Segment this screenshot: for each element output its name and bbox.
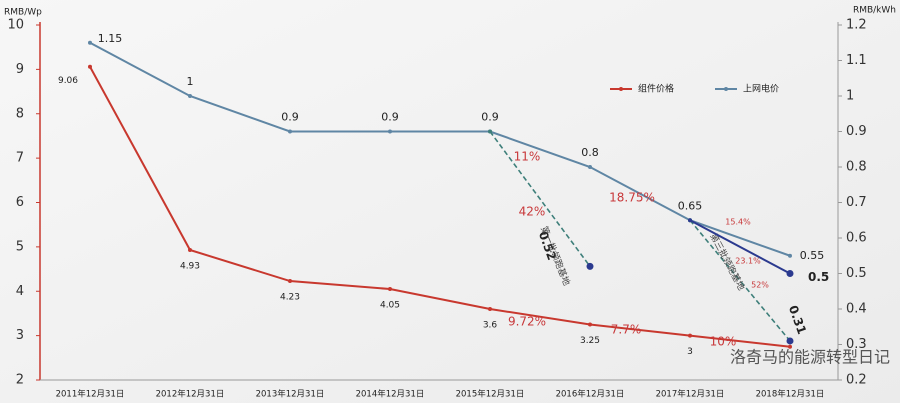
series-line xyxy=(489,131,591,267)
y2-tick-label: 0.3 xyxy=(846,337,867,352)
x-tick-label: 2012年12月31日 xyxy=(156,389,225,400)
series-line xyxy=(89,66,791,348)
annotation: 18.75% xyxy=(609,191,655,205)
data-label: 3 xyxy=(687,347,693,357)
data-label: 0.8 xyxy=(581,146,599,159)
x-tick-label: 2017年12月31日 xyxy=(656,389,725,400)
y2-tick-label: 0.6 xyxy=(846,231,867,246)
data-label: 3.6 xyxy=(483,321,498,331)
data-point xyxy=(188,94,192,98)
data-label: 9.06 xyxy=(58,76,78,86)
annotation: 7.7% xyxy=(611,323,642,337)
data-point xyxy=(288,279,292,284)
y-tick-label: 4 xyxy=(16,284,24,299)
annotation: 52% xyxy=(751,281,769,290)
data-point xyxy=(786,337,794,345)
y-tick-label: 2 xyxy=(16,373,24,388)
annotation: 10% xyxy=(710,335,737,349)
data-label: 1.15 xyxy=(98,32,123,45)
y-axis-label: RMB/Wp xyxy=(4,8,42,18)
data-point xyxy=(688,333,692,338)
legend-label: 上网电价 xyxy=(743,83,779,95)
data-label: 3.25 xyxy=(580,336,600,346)
data-point xyxy=(588,322,592,327)
annotation: 11% xyxy=(514,150,541,164)
y-tick-label: 10 xyxy=(7,18,24,33)
data-label: 0.9 xyxy=(281,111,299,124)
data-point xyxy=(88,40,92,45)
data-point xyxy=(388,129,392,134)
data-label: 0.9 xyxy=(381,111,399,124)
data-label: 4.93 xyxy=(180,261,200,271)
x-tick-label: 2016年12月31日 xyxy=(556,389,625,400)
x-tick-label: 2013年12月31日 xyxy=(256,389,325,400)
annotation: 9.72% xyxy=(508,315,546,329)
data-point xyxy=(586,262,594,270)
data-point xyxy=(488,307,492,311)
y-tick-label: 9 xyxy=(16,62,24,77)
y2-tick-label: 0.5 xyxy=(846,266,867,281)
y2-tick-label: 0.4 xyxy=(846,302,867,317)
y2-tick-label: 0.2 xyxy=(846,373,867,388)
data-label: 0.55 xyxy=(800,249,825,262)
data-point xyxy=(688,218,692,223)
series-line xyxy=(689,219,791,275)
y2-tick-label: 1.1 xyxy=(846,53,867,68)
data-label: 0.65 xyxy=(678,199,703,212)
data-point xyxy=(88,64,92,69)
annotation: 23.1% xyxy=(735,257,761,266)
data-point xyxy=(488,129,492,134)
data-point xyxy=(788,344,792,349)
y-tick-label: 3 xyxy=(16,328,24,343)
x-tick-label: 2018年12月31日 xyxy=(756,389,825,400)
annotation: 42% xyxy=(519,205,546,219)
data-point xyxy=(288,129,292,134)
y-tick-label: 8 xyxy=(16,106,24,121)
y2-axis-label: RMB/kWh xyxy=(853,6,896,16)
legend-label: 组件价格 xyxy=(638,83,674,95)
data-label: 0.9 xyxy=(481,111,499,124)
x-tick-label: 2014年12月31日 xyxy=(356,389,425,400)
data-point xyxy=(388,287,392,292)
y2-tick-label: 1.2 xyxy=(846,18,867,33)
y2-tick-label: 1 xyxy=(846,89,854,104)
y-tick-label: 7 xyxy=(16,151,24,166)
data-point xyxy=(588,165,592,169)
data-label: 4.23 xyxy=(280,293,300,303)
legend-marker xyxy=(724,87,728,91)
data-point xyxy=(788,253,792,258)
series-line xyxy=(89,41,791,257)
annotation: 15.4% xyxy=(725,218,751,227)
y2-tick-label: 0.9 xyxy=(846,124,867,139)
data-point xyxy=(786,270,794,277)
y-tick-label: 6 xyxy=(16,195,24,210)
legend-marker xyxy=(619,87,623,91)
x-tick-label: 2011年12月31日 xyxy=(56,389,125,400)
y2-tick-label: 0.7 xyxy=(846,195,867,210)
x-tick-label: 2015年12月31日 xyxy=(456,389,525,400)
watermark: 洛奇马的能源转型日记 xyxy=(730,348,890,367)
y2-tick-label: 0.8 xyxy=(846,160,867,175)
y-tick-label: 5 xyxy=(16,239,24,254)
data-label: 0.5 xyxy=(808,270,829,284)
series-line xyxy=(689,219,791,342)
data-point xyxy=(188,247,192,252)
data-label: 1 xyxy=(187,75,194,88)
data-label: 4.05 xyxy=(380,301,400,311)
